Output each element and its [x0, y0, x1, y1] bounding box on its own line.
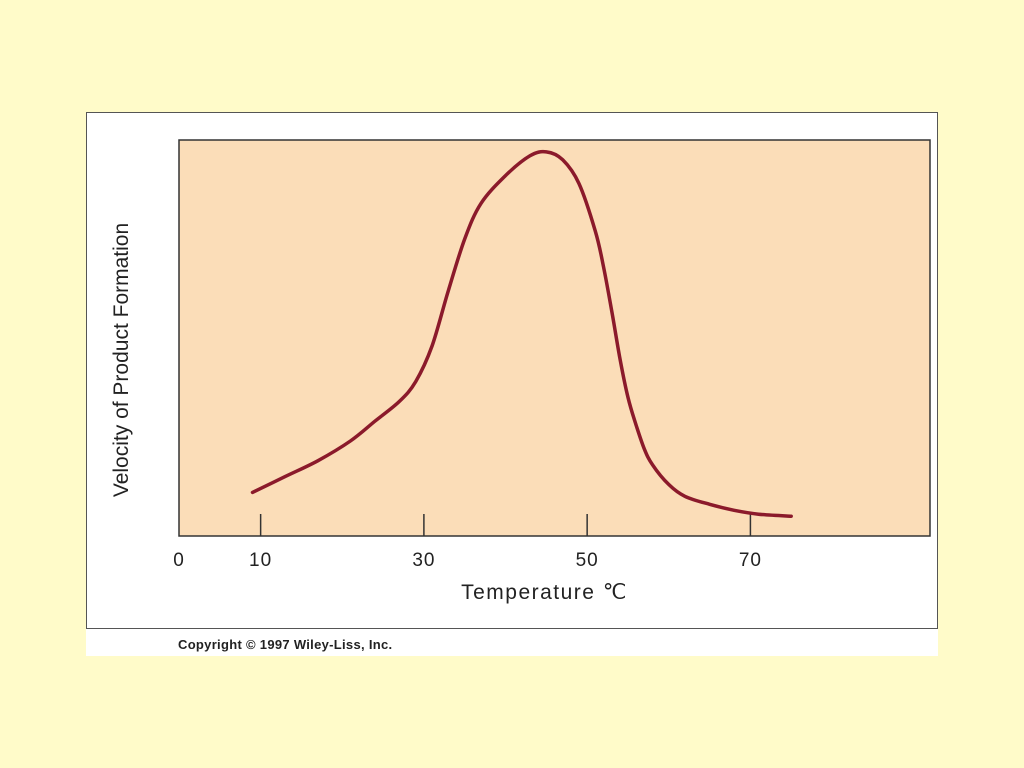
copyright-text: Copyright © 1997 Wiley-Liss, Inc.	[178, 637, 393, 652]
x-tick-label-0: 0	[173, 550, 185, 571]
x-tick-labels: 0 10 30 50 70	[173, 550, 762, 571]
chart-svg: 0 10 30 50 70 Temperature ℃ Velocity of Prod…	[110, 139, 931, 604]
copyright-strip: Copyright © 1997 Wiley-Liss, Inc.	[86, 629, 938, 656]
x-ticks	[259, 514, 752, 536]
y-axis-title: Velocity of Product Formation	[110, 223, 133, 497]
plot-area	[178, 139, 931, 537]
x-tick-label-30: 30	[412, 550, 435, 571]
x-tick-label-50: 50	[576, 550, 599, 571]
x-tick-label-70: 70	[739, 550, 762, 571]
x-axis-title: Temperature ℃	[461, 581, 628, 604]
x-tick-label-10: 10	[249, 550, 272, 571]
chart-figure: 0 10 30 50 70 Temperature ℃ Velocity of Prod…	[86, 112, 938, 629]
data-series-line	[250, 149, 793, 518]
